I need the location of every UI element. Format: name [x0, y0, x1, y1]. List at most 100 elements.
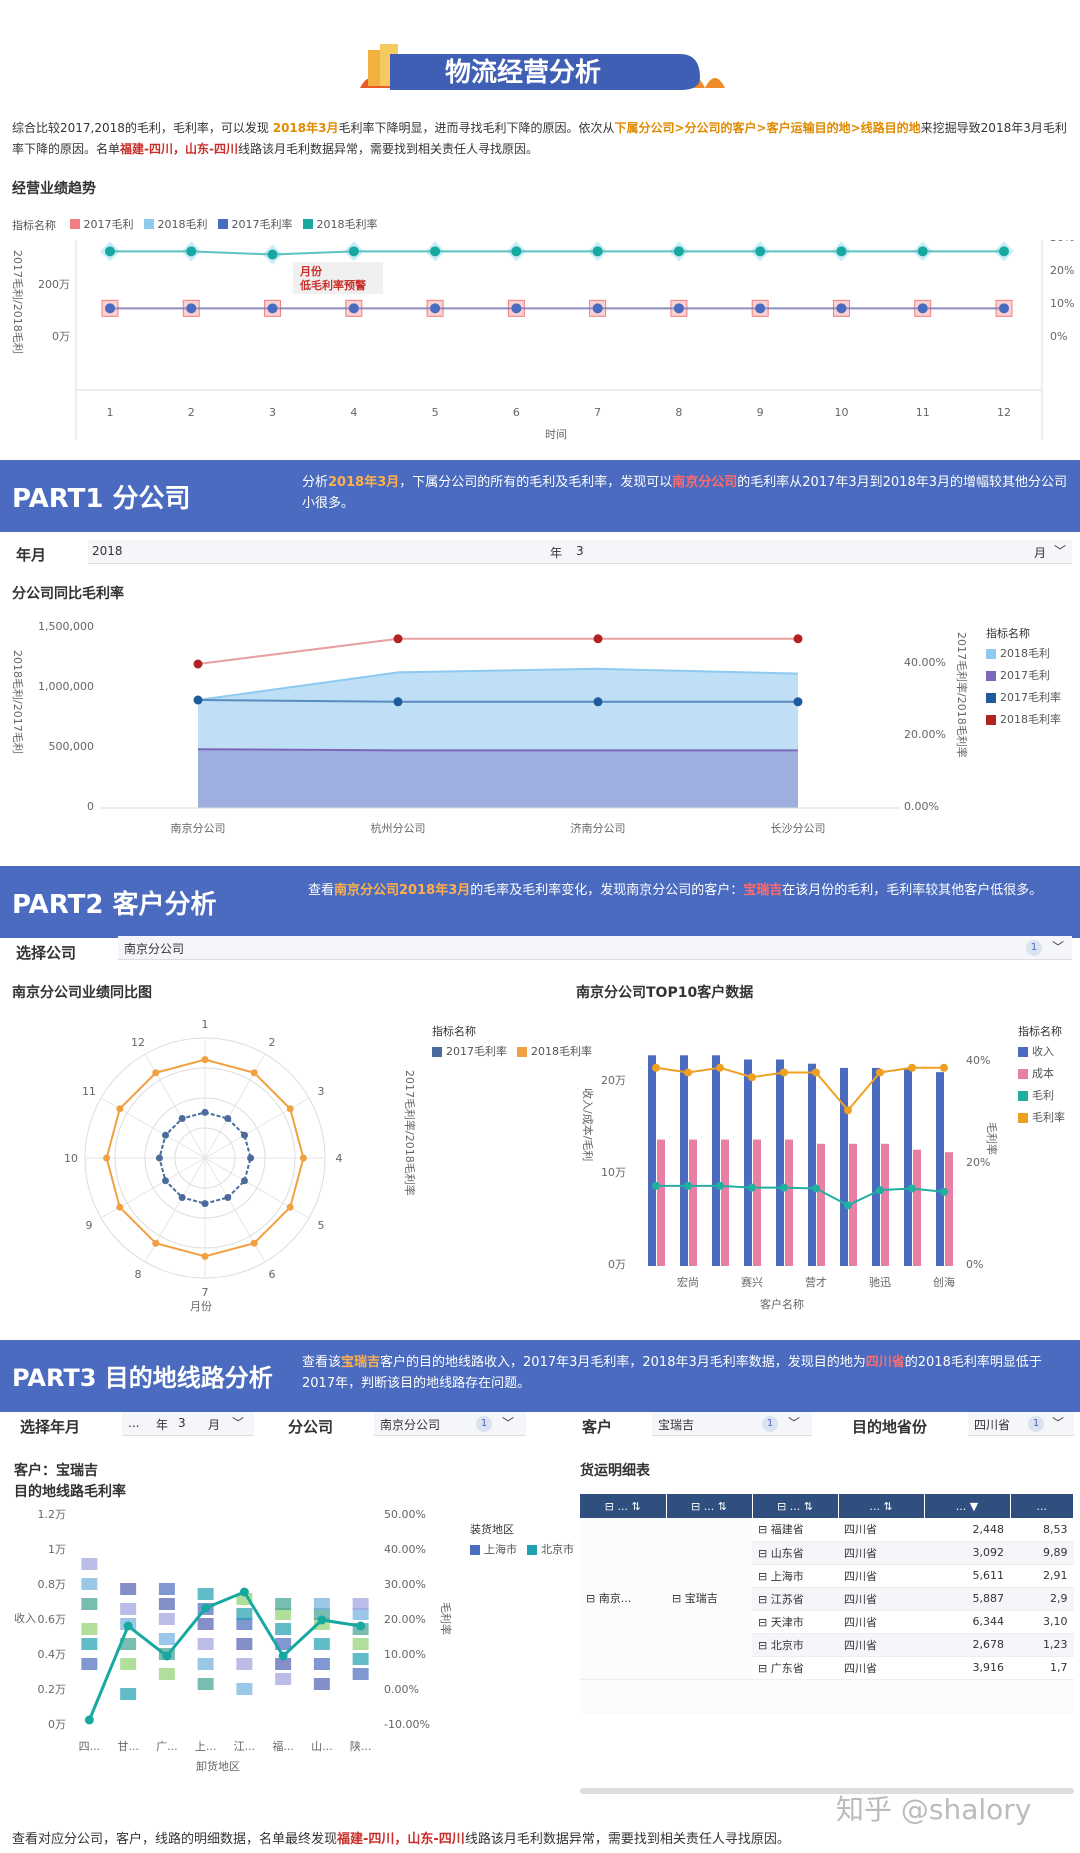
route-y2-tick: -10.00% — [384, 1718, 430, 1731]
legend-item[interactable]: 2018毛利 — [986, 644, 1050, 664]
route-stack-block — [81, 1638, 98, 1650]
year-month-select[interactable]: 2018 年 3 月 ﹀ — [88, 540, 1072, 564]
route-y2-tick: 50.00% — [384, 1508, 426, 1521]
route-stack-block — [275, 1673, 292, 1685]
radar-axis-label: 8 — [135, 1268, 142, 1281]
filter3-customer-label: 客户 — [582, 1418, 613, 1436]
col-to-header[interactable]: ... ⇅ — [838, 1494, 925, 1518]
trend-annotation-line1: 月份 — [299, 264, 323, 278]
radar-point — [250, 1069, 258, 1077]
route-stack-block — [81, 1598, 98, 1610]
trend-point — [592, 246, 603, 257]
branch-point — [793, 697, 803, 707]
radar-axis-label: 1 — [202, 1018, 209, 1031]
trend-x-tick: 8 — [675, 406, 682, 419]
col-customer-header[interactable]: ⊟ ... ⇅ — [666, 1494, 753, 1518]
route-margin-point — [278, 1651, 288, 1661]
cell-v1: 2,448 — [924, 1518, 1010, 1542]
legend-item[interactable]: 2018毛利率 — [986, 710, 1061, 730]
trend-annotation-box — [293, 262, 383, 294]
ym-select[interactable]: ... 年 3 月 ﹀ — [122, 1412, 254, 1436]
legend-item[interactable]: 收入 — [1018, 1042, 1054, 1062]
part2-banner: PART2 客户分析 查看南京分公司2018年3月的毛率及毛利率变化，发现南京分… — [0, 866, 1080, 938]
branch-y-tick: 500,000 — [49, 740, 95, 753]
col-v2-header[interactable]: ... — [1010, 1494, 1074, 1518]
route-stack-block — [197, 1588, 214, 1600]
legend-label: 2017毛利率 — [231, 218, 293, 231]
chevron-down-icon[interactable]: ﹀ — [1054, 544, 1067, 558]
banner-graphic — [360, 44, 725, 90]
chevron-down-icon[interactable]: ﹀ — [1052, 940, 1065, 954]
customer-select-value: 宝瑞吉 — [658, 1418, 695, 1432]
part2-description: 查看南京分公司2018年3月的毛率及毛利率变化，发现南京分公司的客户：宝瑞吉在该… — [308, 880, 1078, 901]
route-y2label: 毛利率 — [439, 1602, 453, 1635]
table-row[interactable]: ⊟ 南京... ⊟ 宝瑞吉 ⊟ 福建省 四川省 2,448 8,53 — [580, 1518, 1074, 1680]
radar-axis-label: 4 — [336, 1152, 343, 1165]
company-select[interactable]: 南京分公司 1 ﹀ — [118, 936, 1072, 960]
trend-x-tick: 4 — [350, 406, 357, 419]
dest-select[interactable]: 四川省 1 ﹀ — [968, 1412, 1074, 1436]
branch-y2-tick: 40.00% — [904, 656, 946, 669]
trend-point — [186, 246, 197, 257]
branch-y2-tick: 20.00% — [904, 728, 946, 741]
branch-select[interactable]: 南京分公司 1 ﹀ — [374, 1412, 526, 1436]
legend-item[interactable]: 2017毛利率 — [217, 216, 293, 232]
radar-point — [250, 1239, 258, 1247]
legend-swatch — [432, 1047, 442, 1057]
legend-item[interactable]: 2018毛利率 — [302, 216, 378, 232]
chevron-down-icon[interactable]: ﹀ — [1052, 1416, 1065, 1430]
legend-item[interactable]: 2017毛利 — [69, 216, 134, 232]
branch-area-line — [197, 748, 798, 752]
legend-item[interactable]: 2017毛利率 — [986, 688, 1061, 708]
route-y-tick: 0.4万 — [38, 1648, 67, 1661]
legend-item[interactable]: 上海市 — [470, 1540, 517, 1560]
top10-bar-income — [680, 1055, 688, 1266]
branch-ylabel: 2018毛利/2017毛利 — [11, 650, 24, 754]
trend-series-line — [110, 250, 1004, 256]
cell-v1: 6,344 — [924, 1610, 1010, 1634]
cell-v2: 2,91 — [1010, 1564, 1074, 1588]
legend-item[interactable]: 2017毛利 — [986, 666, 1050, 686]
company-select-count: 1 — [1026, 940, 1042, 956]
legend-item[interactable]: 北京市 — [527, 1540, 574, 1560]
col-branch-header[interactable]: ⊟ ... ⇅ — [580, 1494, 667, 1518]
detail-scrollbar[interactable] — [580, 1788, 1074, 1794]
chevron-down-icon[interactable]: ﹀ — [502, 1416, 515, 1430]
trend-legend: 指标名称 2017毛利 2018毛利 2017毛利率 2018毛利率 — [12, 216, 388, 233]
trend-ylabel: 2017毛利/2018毛利 — [11, 250, 24, 354]
route-stack-block — [158, 1583, 175, 1595]
cell-to: 四川省 — [838, 1518, 924, 1542]
intro-text-1: 综合比较2017,2018的毛利，毛利率，可以发现 — [12, 121, 269, 135]
legend-item[interactable]: 2018毛利 — [143, 216, 208, 232]
col-from-header[interactable]: ⊟ ... ⇅ — [752, 1494, 839, 1518]
cell-branch[interactable]: ⊟ 南京... — [580, 1518, 666, 1680]
legend-label: 2017毛利率 — [446, 1045, 507, 1058]
branch-y2label: 2017毛利率/2018毛利率 — [955, 632, 969, 758]
top10-bar-income — [936, 1072, 944, 1266]
legend-swatch — [986, 715, 996, 725]
top10-point — [908, 1063, 916, 1072]
trend-point — [186, 303, 197, 314]
top10-bar-cost — [849, 1143, 857, 1266]
branch-select-value: 南京分公司 — [380, 1418, 441, 1432]
legend-item[interactable]: 2017毛利率 — [432, 1042, 507, 1062]
col-v1-header[interactable]: ... ▼ — [924, 1494, 1011, 1518]
top10-legend-title: 指标名称 — [1018, 1025, 1062, 1038]
customer-select[interactable]: 宝瑞吉 1 ﹀ — [652, 1412, 812, 1436]
chevron-down-icon[interactable]: ﹀ — [788, 1416, 801, 1430]
trend-title: 经营业绩趋势 — [12, 181, 96, 197]
legend-item[interactable]: 毛利率 — [1018, 1108, 1065, 1128]
cell-customer[interactable]: ⊟ 宝瑞吉 — [666, 1518, 752, 1680]
trend-x-tick: 12 — [997, 406, 1011, 419]
table-row[interactable]: ⊟ 天津市 四川省 6,344 3,10 — [580, 1610, 1074, 1634]
legend-item[interactable]: 毛利 — [1018, 1086, 1054, 1106]
radar-point — [152, 1069, 160, 1077]
legend-swatch — [143, 219, 154, 229]
branch-point — [193, 659, 203, 669]
chevron-down-icon[interactable]: ﹀ — [232, 1416, 245, 1430]
legend-item[interactable]: 2018毛利率 — [517, 1042, 592, 1062]
radar-spoke — [204, 1157, 266, 1263]
top10-bar-cost — [785, 1139, 793, 1266]
legend-item[interactable]: 成本 — [1018, 1064, 1054, 1084]
